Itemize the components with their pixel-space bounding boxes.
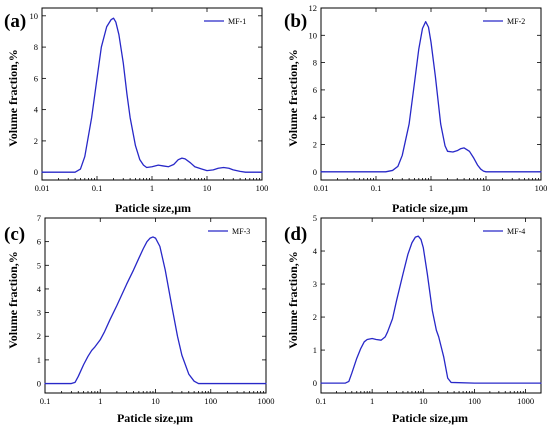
y-tick-label-b: 2 (313, 140, 317, 150)
panel-label-c: (c) (4, 224, 25, 245)
series-line-b (320, 20, 542, 173)
y-tick-label-c: 3 (37, 308, 41, 318)
panel-a: (a) 0.01 0.1 1 10 100 0 2 4 6 8 10 MF-1 Paticle siz… (4, 7, 269, 215)
x-tick-label-a: 1 (150, 183, 154, 193)
y-tick-label-c: 7 (37, 213, 41, 223)
y-tick-label-d: 1 (313, 345, 317, 355)
x-tick-label-b: 0.1 (371, 183, 382, 193)
x-tick-label-d: 1000 (517, 396, 534, 406)
panel-c: (c) 0.1 1 10 100 1000 0 1 2 3 4 5 6 7 MF-3 Paticle si… (4, 213, 275, 425)
axes-c: 0.1 1 10 100 1000 0 1 2 3 4 5 6 7 MF-3 (37, 213, 275, 406)
x-tick-label-c: 100 (204, 396, 217, 406)
y-tick-label-b: 8 (313, 58, 317, 68)
x-tick-label-c: 10 (151, 396, 160, 406)
x-axis-title-a: Paticle size,μm (115, 201, 191, 215)
x-tick-label-d: 100 (468, 396, 481, 406)
legend-label-c: MF-3 (232, 227, 250, 236)
y-tick-label-c: 4 (37, 284, 42, 294)
y-axis-title-b: Volume fraction,% (286, 49, 300, 147)
x-tick-label-d: 0.1 (316, 396, 327, 406)
x-tick-label-b: 1 (429, 183, 433, 193)
legend-label-b: MF-2 (507, 17, 525, 26)
y-tick-label-c: 2 (37, 331, 41, 341)
y-tick-label-a: 2 (34, 136, 38, 146)
y-tick-label-c: 0 (37, 379, 41, 389)
legend-label-d: MF-4 (507, 227, 525, 236)
panel-label-d: (d) (284, 224, 307, 245)
y-tick-label-d: 3 (313, 279, 317, 289)
series-line-d (320, 235, 542, 384)
x-tick-label-b: 100 (535, 183, 548, 193)
x-tick-label-c: 0.1 (40, 396, 51, 406)
y-tick-label-a: 4 (34, 105, 39, 115)
y-tick-label-b: 10 (309, 30, 318, 40)
x-axis-title-c: Paticle size,μm (117, 411, 193, 425)
plot-frame-d (320, 217, 542, 394)
panel-label-a: (a) (4, 11, 26, 32)
y-tick-label-b: 12 (309, 3, 318, 13)
y-tick-label-d: 5 (313, 213, 317, 223)
panel-b: (b) 0.01 0.1 1 10 100 0 2 4 6 8 10 12 MF-2 Paticle s… (284, 3, 547, 215)
axes-a: 0.01 0.1 1 10 100 0 2 4 6 8 10 MF-1 (30, 7, 269, 193)
y-axis-title-a: Volume fraction,% (6, 49, 20, 147)
series-line-a (41, 17, 263, 173)
y-tick-label-d: 0 (313, 378, 317, 388)
y-tick-label-a: 10 (30, 11, 39, 21)
x-tick-label-a: 10 (203, 183, 212, 193)
y-tick-label-b: 6 (313, 85, 317, 95)
x-tick-label-a: 100 (256, 183, 269, 193)
x-tick-label-c: 1000 (258, 396, 275, 406)
y-tick-label-c: 1 (37, 355, 41, 365)
axes-b: 0.01 0.1 1 10 100 0 2 4 6 8 10 12 MF-2 (309, 3, 548, 193)
x-tick-label-c: 1 (98, 396, 102, 406)
x-axis-title-b: Paticle size,μm (392, 201, 468, 215)
plot-frame-c (44, 217, 267, 394)
axes-d: 0.1 1 10 100 1000 0 1 2 3 4 5 MF-4 (313, 213, 542, 406)
panel-d: (d) 0.1 1 10 100 1000 0 1 2 3 4 5 MF-4 Paticle size… (284, 213, 542, 425)
y-tick-label-c: 6 (37, 237, 41, 247)
x-tick-label-b: 0.01 (314, 183, 329, 193)
y-tick-label-b: 4 (313, 112, 318, 122)
y-tick-label-a: 8 (34, 42, 38, 52)
panel-label-b: (b) (284, 11, 307, 32)
x-axis-title-d: Paticle size,μm (392, 411, 468, 425)
legend-label-a: MF-1 (228, 17, 246, 26)
x-tick-label-b: 10 (482, 183, 491, 193)
plot-frame-b (320, 7, 542, 181)
y-axis-title-d: Volume fraction,% (286, 251, 300, 349)
y-tick-label-a: 6 (34, 73, 38, 83)
series-line-c (44, 236, 267, 385)
y-tick-label-d: 4 (313, 246, 318, 256)
y-tick-label-d: 2 (313, 312, 317, 322)
x-tick-label-d: 1 (370, 396, 374, 406)
x-tick-label-a: 0.01 (35, 183, 50, 193)
y-tick-label-c: 5 (37, 260, 41, 270)
plot-frame-a (41, 7, 263, 181)
x-tick-label-d: 10 (419, 396, 428, 406)
y-tick-label-b: 0 (313, 167, 317, 177)
y-axis-title-c: Volume fraction,% (6, 251, 20, 349)
y-tick-label-a: 0 (34, 167, 38, 177)
x-tick-label-a: 0.1 (92, 183, 103, 193)
